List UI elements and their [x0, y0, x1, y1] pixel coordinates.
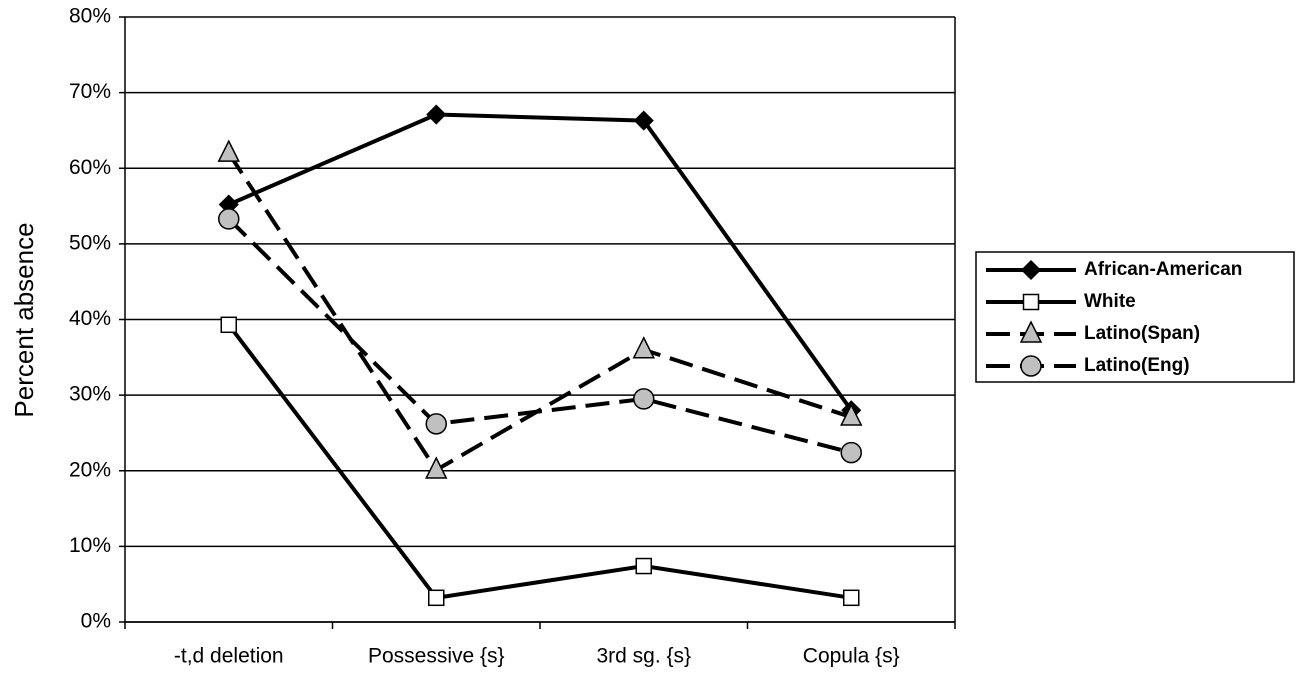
- y-tick-label: 20%: [69, 458, 111, 481]
- marker: [633, 110, 654, 131]
- series-line: [227, 152, 852, 473]
- marker: [428, 589, 445, 607]
- marker: [1020, 259, 1042, 281]
- x-tick-label: Copula {s}: [803, 645, 900, 668]
- marker: [843, 589, 860, 607]
- marker: [840, 441, 862, 464]
- y-tick-label: 30%: [69, 383, 111, 406]
- y-tick-label: 40%: [69, 307, 111, 330]
- marker: [1019, 320, 1043, 343]
- y-tick-label: 80%: [69, 5, 111, 28]
- series-line: [227, 217, 852, 455]
- marker: [1022, 293, 1040, 311]
- legend-label: Latino(Eng): [1084, 355, 1190, 376]
- marker: [632, 336, 655, 359]
- marker: [426, 104, 447, 125]
- y-axis-label: Percent absence: [9, 222, 39, 417]
- y-tick-label: 0%: [81, 610, 111, 633]
- legend-label: Latino(Span): [1084, 323, 1200, 344]
- series-line: [227, 112, 853, 412]
- marker: [840, 403, 863, 426]
- y-tick-label: 70%: [69, 80, 111, 103]
- marker: [220, 316, 237, 334]
- legend-label: White: [1084, 291, 1136, 312]
- x-tick-label: 3rd sg. {s}: [596, 645, 691, 668]
- y-tick-label: 10%: [69, 534, 111, 557]
- marker: [1020, 355, 1042, 377]
- marker: [425, 413, 447, 435]
- marker: [425, 456, 448, 479]
- marker: [633, 388, 655, 410]
- legend-label: African-American: [1084, 259, 1242, 280]
- marker: [217, 139, 240, 162]
- x-tick-label: Possessive {s}: [368, 645, 505, 668]
- marker: [635, 557, 652, 575]
- y-tick-label: 50%: [69, 231, 111, 254]
- series-line: [227, 323, 852, 600]
- x-tick-label: -t,d deletion: [174, 645, 284, 668]
- y-tick-label: 60%: [69, 156, 111, 179]
- marker: [218, 208, 240, 230]
